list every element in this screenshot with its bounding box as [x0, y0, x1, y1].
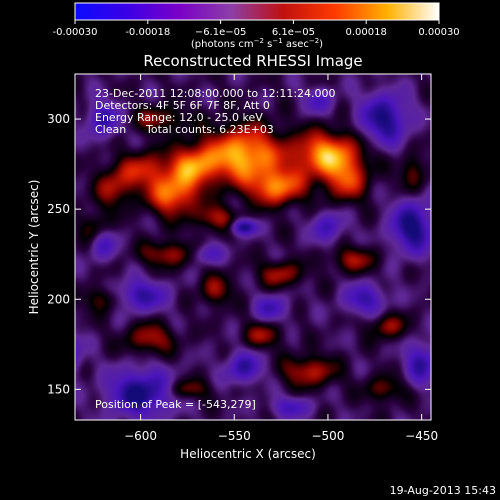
total-counts-text: Total counts: 6.23E+03	[145, 123, 274, 136]
y-axis-ticks: 150 200 250 300	[47, 112, 431, 396]
plot-frame	[74, 73, 432, 421]
y-tick-label: 300	[47, 112, 70, 126]
peak-position-text: Position of Peak = [-543,279]	[95, 398, 256, 411]
chart-title: Reconstructed RHESSI Image	[143, 52, 362, 70]
colorbar-unit-label: (photons cm−2 s−1 asec−2)	[191, 37, 323, 50]
y-tick-label: 250	[47, 202, 70, 216]
x-tick-label: −550	[218, 429, 251, 443]
clean-label-text: Clean	[95, 123, 126, 136]
energy-range-text: Energy Range: 12.0 - 25.0 keV	[95, 111, 263, 124]
y-axis-label: Heliocentric Y (arcsec)	[27, 180, 41, 315]
colorbar	[74, 2, 440, 21]
y-tick-label: 150	[47, 382, 70, 396]
x-tick-label: −450	[405, 429, 438, 443]
time-range-text: 23-Dec-2011 12:08:00.000 to 12:11:24.000	[95, 87, 336, 100]
footer-timestamp: 19-Aug-2013 15:43	[390, 484, 496, 497]
image-annotations: 23-Dec-2011 12:08:00.000 to 12:11:24.000…	[95, 87, 336, 411]
heatmap-image	[75, 74, 431, 420]
x-axis-label: Heliocentric X (arcsec)	[180, 447, 316, 461]
colorbar-ticks: -0.00030 -0.00018 −6.1e−05 6.1e−05 0.00018 0.…	[53, 20, 460, 38]
y-tick-label: 200	[47, 292, 70, 306]
colorbar-tick-label: 6.1e−05	[272, 27, 315, 38]
colorbar-tick-label: −6.1e−05	[195, 27, 247, 38]
colorbar-tick-label: 0.00018	[346, 27, 387, 38]
x-tick-label: −500	[311, 429, 344, 443]
colorbar-tick-label: -0.00018	[125, 27, 170, 38]
detectors-text: Detectors: 4F 5F 6F 7F 8F, Att 0	[95, 99, 270, 112]
x-tick-label: −600	[124, 429, 157, 443]
colorbar-tick-label: 0.00030	[418, 27, 459, 38]
x-axis-ticks: −600 −550 −500 −450	[124, 74, 438, 443]
colorbar-tick-label: -0.00030	[53, 27, 98, 38]
